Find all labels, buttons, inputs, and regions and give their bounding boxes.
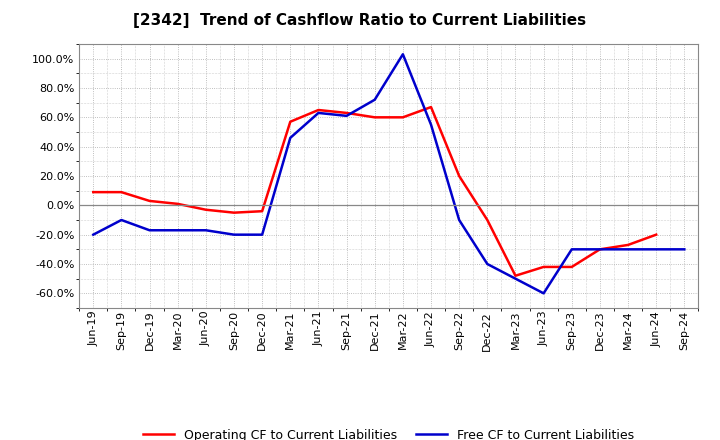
Free CF to Current Liabilities <box>370 97 379 103</box>
Free CF to Current Liabilities <box>511 276 520 281</box>
Operating CF to Current Liabilities <box>145 198 154 204</box>
Operating CF to Current Liabilities <box>624 242 632 248</box>
Free CF to Current Liabilities <box>230 232 238 237</box>
Operating CF to Current Liabilities <box>539 264 548 270</box>
Free CF to Current Liabilities <box>483 261 492 267</box>
Free CF to Current Liabilities <box>652 247 660 252</box>
Free CF to Current Liabilities <box>145 227 154 233</box>
Operating CF to Current Liabilities <box>483 217 492 223</box>
Operating CF to Current Liabilities <box>174 201 182 206</box>
Free CF to Current Liabilities <box>427 122 436 127</box>
Legend: Operating CF to Current Liabilities, Free CF to Current Liabilities: Operating CF to Current Liabilities, Fre… <box>138 424 639 440</box>
Free CF to Current Liabilities <box>342 113 351 118</box>
Free CF to Current Liabilities <box>624 247 632 252</box>
Operating CF to Current Liabilities <box>202 207 210 213</box>
Free CF to Current Liabilities <box>567 247 576 252</box>
Operating CF to Current Liabilities <box>117 190 126 195</box>
Operating CF to Current Liabilities <box>286 119 294 125</box>
Operating CF to Current Liabilities <box>652 232 660 237</box>
Operating CF to Current Liabilities <box>567 264 576 270</box>
Operating CF to Current Liabilities <box>455 173 464 179</box>
Operating CF to Current Liabilities <box>342 110 351 116</box>
Free CF to Current Liabilities <box>286 135 294 140</box>
Free CF to Current Liabilities <box>539 291 548 296</box>
Operating CF to Current Liabilities <box>370 115 379 120</box>
Line: Free CF to Current Liabilities: Free CF to Current Liabilities <box>94 54 684 293</box>
Free CF to Current Liabilities <box>314 110 323 116</box>
Operating CF to Current Liabilities <box>230 210 238 215</box>
Free CF to Current Liabilities <box>258 232 266 237</box>
Line: Operating CF to Current Liabilities: Operating CF to Current Liabilities <box>94 107 656 276</box>
Free CF to Current Liabilities <box>595 247 604 252</box>
Free CF to Current Liabilities <box>202 227 210 233</box>
Operating CF to Current Liabilities <box>511 273 520 279</box>
Operating CF to Current Liabilities <box>89 190 98 195</box>
Text: [2342]  Trend of Cashflow Ratio to Current Liabilities: [2342] Trend of Cashflow Ratio to Curren… <box>133 13 587 28</box>
Operating CF to Current Liabilities <box>258 209 266 214</box>
Free CF to Current Liabilities <box>117 217 126 223</box>
Free CF to Current Liabilities <box>174 227 182 233</box>
Free CF to Current Liabilities <box>399 51 408 57</box>
Operating CF to Current Liabilities <box>399 115 408 120</box>
Free CF to Current Liabilities <box>455 217 464 223</box>
Free CF to Current Liabilities <box>89 232 98 237</box>
Operating CF to Current Liabilities <box>595 247 604 252</box>
Operating CF to Current Liabilities <box>314 107 323 113</box>
Operating CF to Current Liabilities <box>427 104 436 110</box>
Free CF to Current Liabilities <box>680 247 688 252</box>
